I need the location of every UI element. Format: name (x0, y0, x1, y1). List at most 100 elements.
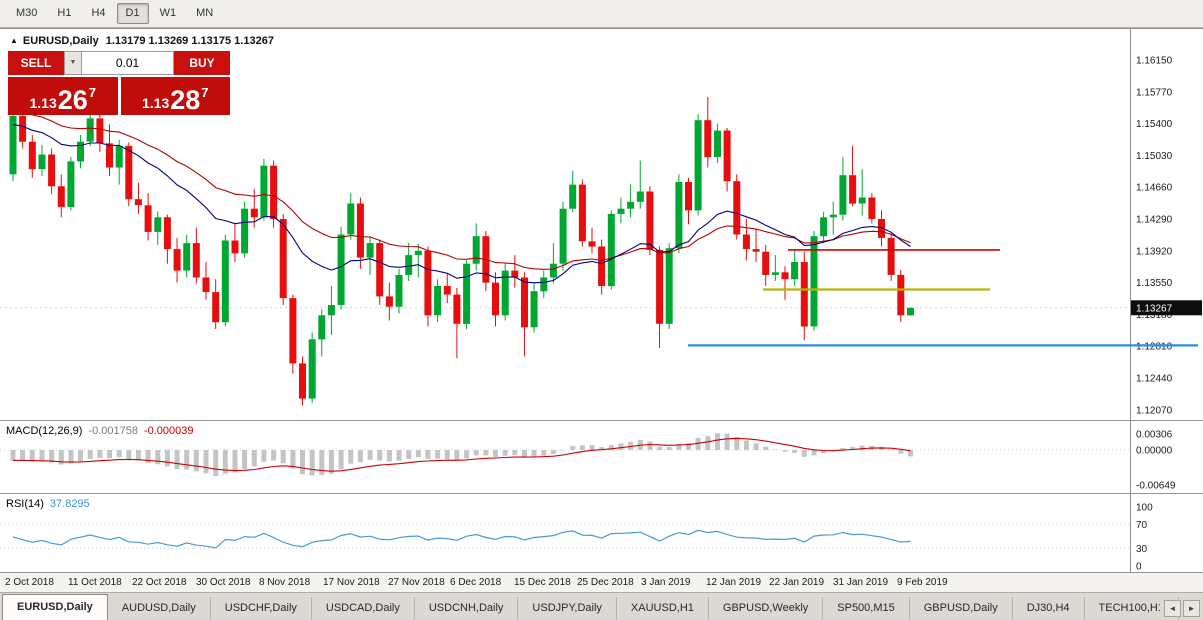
candle-body (424, 250, 432, 316)
candle-body (858, 197, 866, 204)
price-axis-label: 1.14660 (1136, 183, 1173, 194)
rsi-line (12, 529, 911, 549)
price-axis-label: 1.12810 (1136, 342, 1173, 353)
rsi-canvas[interactable]: 100 70 30 0 (0, 494, 1203, 573)
candle-body (212, 292, 220, 323)
candle-body (250, 208, 258, 218)
date-label: 8 Nov 2018 (259, 577, 311, 588)
timeframe-button-d1[interactable]: D1 (116, 3, 149, 24)
candle-body (144, 205, 152, 232)
macd-bar (10, 450, 16, 462)
candle-body (501, 270, 509, 316)
candle-body (588, 241, 596, 247)
macd-bar (599, 447, 605, 450)
rsi-axis-label: 100 (1136, 503, 1153, 514)
main-chart-canvas[interactable]: 1.16150 1.15770 1.15400 1.15030 1.14660 1.142… (0, 29, 1203, 421)
candle-body (183, 243, 191, 271)
candle-body (192, 243, 200, 278)
macd-bar (406, 450, 412, 459)
chevron-down-icon: ▼ (69, 59, 77, 66)
candle-body (617, 208, 625, 214)
candle-body (771, 272, 779, 275)
tab-scroll-right-icon[interactable]: ► (1183, 600, 1200, 617)
chart-tab-gbpusd-daily[interactable]: GBPUSD,Daily (910, 597, 1013, 620)
timeframe-button-h1[interactable]: H1 (57, 7, 72, 19)
macd-bar (435, 450, 441, 459)
macd-bar (541, 450, 547, 456)
ask-price-big-digits: 28 (170, 84, 201, 115)
macd-canvas[interactable]: 0.00306 0.00000 -0.00649 (0, 421, 1203, 494)
candle-body (598, 246, 606, 286)
collapse-panel-arrow-icon[interactable]: ▲ (10, 36, 18, 45)
chart-tab-usdjpy-daily[interactable]: USDJPY,Daily (518, 597, 617, 620)
macd-bar (608, 445, 614, 450)
chart-tab-audusd-daily[interactable]: AUDUSD,Daily (108, 597, 211, 620)
candle-body (385, 296, 393, 307)
date-label: 22 Oct 2018 (132, 577, 187, 588)
ask-price-prefix: 1.13 (141, 94, 170, 111)
macd-bar (280, 450, 286, 464)
chart-ohlc-values: 1.13179 1.13269 1.13175 1.13267 (105, 35, 274, 47)
macd-bar (425, 450, 431, 459)
chart-tab-sp500-m15[interactable]: SP500,M15 (823, 597, 910, 620)
macd-bar (483, 450, 489, 456)
macd-bar (357, 450, 363, 462)
candle-body (202, 277, 210, 293)
macd-bar (377, 450, 383, 461)
macd-bar (367, 450, 373, 460)
macd-bar (58, 450, 64, 465)
candle-body (443, 286, 451, 295)
macd-bar (396, 450, 402, 461)
ask-price-display[interactable]: 1.13 28 7 (120, 77, 230, 115)
candle-body (723, 130, 731, 182)
candle-body (106, 143, 113, 168)
macd-bar (29, 450, 35, 462)
candle-body (57, 186, 65, 207)
rsi-axis-label: 70 (1136, 520, 1148, 531)
macd-bar (850, 446, 856, 450)
macd-bar (309, 450, 315, 476)
macd-bar (78, 450, 83, 462)
candle-body (685, 182, 692, 211)
rsi-name: RSI(14) (6, 498, 44, 510)
bid-price-display[interactable]: 1.13 26 7 (8, 77, 118, 115)
chart-tab-gbpusd-weekly[interactable]: GBPUSD,Weekly (709, 597, 824, 620)
timeframe-button-mn[interactable]: MN (196, 7, 214, 19)
candle-body (752, 249, 760, 252)
candle-body (530, 291, 538, 328)
chart-tab-dj30-h4[interactable]: DJ30,H4 (1013, 597, 1085, 620)
candle-body (665, 248, 673, 324)
chart-tab-usdcad-daily[interactable]: USDCAD,Daily (312, 597, 415, 620)
macd-indicator-panel: 0.00306 0.00000 -0.00649 MACD(12,26,9) -0.0… (0, 420, 1203, 494)
date-label: 22 Jan 2019 (769, 577, 825, 588)
macd-bar (782, 450, 788, 452)
candle-body (521, 277, 528, 328)
macd-bar (550, 450, 556, 455)
chart-tab-xauusd-h1[interactable]: XAUUSD,H1 (617, 597, 709, 620)
timeframe-button-h4[interactable]: H4 (91, 7, 106, 19)
date-label: 12 Jan 2019 (706, 577, 762, 588)
macd-bar (261, 450, 267, 462)
buy-button[interactable]: BUY (174, 51, 230, 75)
macd-bar (512, 450, 518, 456)
chart-tab-usdchf-daily[interactable]: USDCHF,Daily (211, 597, 312, 620)
chart-tab-eurusd-daily[interactable]: EURUSD,Daily (2, 594, 108, 620)
timeframe-button-m30[interactable]: M30 (16, 7, 38, 19)
price-chart-panel: 1.16150 1.15770 1.15400 1.15030 1.14660 1.142… (0, 28, 1203, 421)
chart-tab-usdcnh-daily[interactable]: USDCNH,Daily (415, 597, 519, 620)
timeframe-button-w1[interactable]: W1 (159, 7, 177, 19)
macd-label: MACD(12,26,9) -0.001758 -0.000039 (6, 425, 194, 437)
sell-button[interactable]: SELL (8, 51, 64, 75)
candle-body (559, 208, 567, 264)
macd-main-value: -0.001758 (88, 425, 138, 437)
candle-body (96, 118, 104, 144)
candle-body (887, 237, 895, 275)
macd-bar (522, 450, 527, 457)
macd-bar (271, 450, 277, 461)
candle-body (405, 255, 413, 275)
volume-dropdown[interactable]: ▼ (64, 51, 82, 75)
tab-scroll-left-icon[interactable]: ◄ (1164, 600, 1181, 617)
volume-input[interactable]: 0.01 (82, 51, 174, 75)
price-axis-label: 1.15770 (1136, 87, 1173, 98)
